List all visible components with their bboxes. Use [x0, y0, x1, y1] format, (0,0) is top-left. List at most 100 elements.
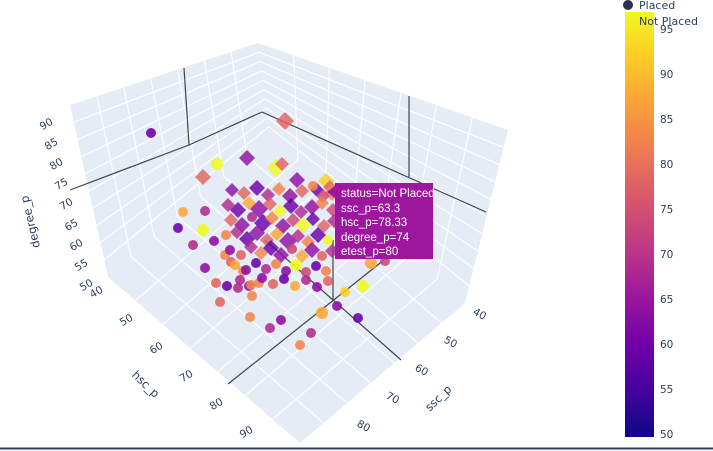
- point-placed[interactable]: [209, 236, 219, 246]
- point-not-placed[interactable]: [306, 212, 320, 226]
- point-placed[interactable]: [279, 274, 289, 284]
- point-placed[interactable]: [236, 250, 246, 260]
- point-not-placed[interactable]: [263, 197, 277, 211]
- point-placed[interactable]: [311, 261, 321, 271]
- point-placed[interactable]: [268, 279, 278, 289]
- tick-label-ssc-p: 50: [442, 334, 459, 351]
- point-placed[interactable]: [321, 266, 331, 276]
- point-not-placed[interactable]: [265, 211, 279, 225]
- point-not-placed[interactable]: [273, 247, 289, 263]
- point-placed[interactable]: [295, 340, 305, 350]
- point-placed[interactable]: [340, 287, 350, 297]
- grid-line: [260, 61, 500, 166]
- point-not-placed[interactable]: [239, 150, 255, 166]
- point-placed[interactable]: [222, 281, 232, 291]
- point-placed[interactable]: [365, 257, 377, 269]
- point-placed[interactable]: [317, 251, 327, 261]
- point-not-placed[interactable]: [230, 225, 244, 239]
- point-placed[interactable]: [211, 278, 221, 288]
- point-placed[interactable]: [301, 267, 311, 277]
- point-placed[interactable]: [200, 206, 210, 216]
- scene-wall-right: [258, 43, 508, 303]
- tick-label-degree-p: 55: [73, 257, 91, 274]
- point-placed[interactable]: [287, 244, 297, 254]
- point-not-placed[interactable]: [295, 217, 311, 233]
- point-not-placed[interactable]: [263, 240, 279, 256]
- point-not-placed[interactable]: [304, 242, 320, 258]
- point-not-placed[interactable]: [249, 225, 265, 241]
- point-placed[interactable]: [178, 207, 188, 217]
- point-placed[interactable]: [221, 230, 231, 240]
- grid-line: [261, 70, 496, 183]
- hover-spike-line: [227, 255, 390, 385]
- tick-label-degree-p: 65: [63, 217, 81, 234]
- point-placed[interactable]: [225, 245, 235, 255]
- point-placed[interactable]: [235, 275, 245, 285]
- point-placed[interactable]: [271, 259, 281, 269]
- legend-item-placed[interactable]: Placed: [620, 0, 713, 13]
- point-placed[interactable]: [246, 280, 256, 290]
- grid-line: [96, 107, 267, 226]
- point-not-placed[interactable]: [291, 229, 305, 243]
- point-placed[interactable]: [245, 312, 255, 322]
- point-placed[interactable]: [323, 276, 333, 286]
- point-not-placed[interactable]: [272, 182, 286, 196]
- point-not-placed[interactable]: [276, 112, 294, 130]
- point-placed[interactable]: [306, 328, 316, 338]
- point-not-placed[interactable]: [283, 198, 299, 214]
- point-not-placed[interactable]: [249, 180, 265, 196]
- point-not-placed[interactable]: [237, 186, 251, 200]
- point-not-placed[interactable]: [270, 227, 284, 241]
- grid-line: [100, 116, 268, 244]
- point-placed[interactable]: [241, 265, 251, 275]
- point-placed[interactable]: [301, 275, 311, 285]
- point-not-placed[interactable]: [273, 204, 287, 218]
- point-placed[interactable]: [332, 301, 342, 311]
- tooltip-ssc-p: ssc_p=63.3: [341, 202, 401, 215]
- point-placed[interactable]: [247, 212, 257, 222]
- point-placed[interactable]: [353, 313, 363, 323]
- point-placed[interactable]: [211, 158, 223, 170]
- legend-item-not-placed[interactable]: Not Placed: [620, 13, 713, 29]
- point-placed[interactable]: [233, 283, 243, 293]
- point-placed[interactable]: [281, 266, 291, 276]
- point-placed[interactable]: [173, 223, 183, 233]
- point-not-placed[interactable]: [224, 213, 238, 227]
- point-not-placed[interactable]: [294, 205, 308, 219]
- point-placed[interactable]: [230, 260, 240, 270]
- point-not-placed[interactable]: [244, 240, 258, 254]
- point-placed[interactable]: [215, 297, 225, 307]
- point-placed[interactable]: [290, 259, 302, 271]
- point-not-placed[interactable]: [295, 184, 309, 198]
- point-placed[interactable]: [257, 273, 267, 283]
- point-placed[interactable]: [251, 258, 261, 268]
- point-not-placed[interactable]: [230, 202, 246, 218]
- point-not-placed[interactable]: [310, 227, 326, 243]
- point-placed[interactable]: [290, 281, 300, 291]
- point-placed[interactable]: [308, 181, 318, 191]
- point-not-placed[interactable]: [289, 172, 305, 188]
- point-placed[interactable]: [323, 235, 333, 245]
- point-placed[interactable]: [247, 291, 257, 301]
- colorbar-tick-label: 95: [660, 24, 674, 36]
- point-not-placed[interactable]: [282, 188, 298, 204]
- point-not-placed[interactable]: [315, 196, 329, 210]
- point-placed[interactable]: [265, 323, 275, 333]
- point-placed[interactable]: [197, 224, 209, 236]
- colorbar[interactable]: [625, 12, 654, 437]
- point-placed[interactable]: [312, 282, 322, 292]
- point-placed[interactable]: [188, 240, 198, 250]
- point-placed[interactable]: [357, 280, 369, 292]
- point-placed[interactable]: [146, 128, 156, 138]
- point-placed[interactable]: [261, 264, 271, 274]
- point-placed[interactable]: [200, 263, 210, 273]
- colorbar-tick-label: 90: [660, 69, 674, 81]
- point-not-placed[interactable]: [275, 157, 289, 171]
- point-placed[interactable]: [276, 315, 286, 325]
- point-not-placed[interactable]: [225, 183, 239, 197]
- point-placed[interactable]: [316, 307, 328, 319]
- point-not-placed[interactable]: [195, 169, 211, 185]
- point-not-placed[interactable]: [295, 249, 309, 263]
